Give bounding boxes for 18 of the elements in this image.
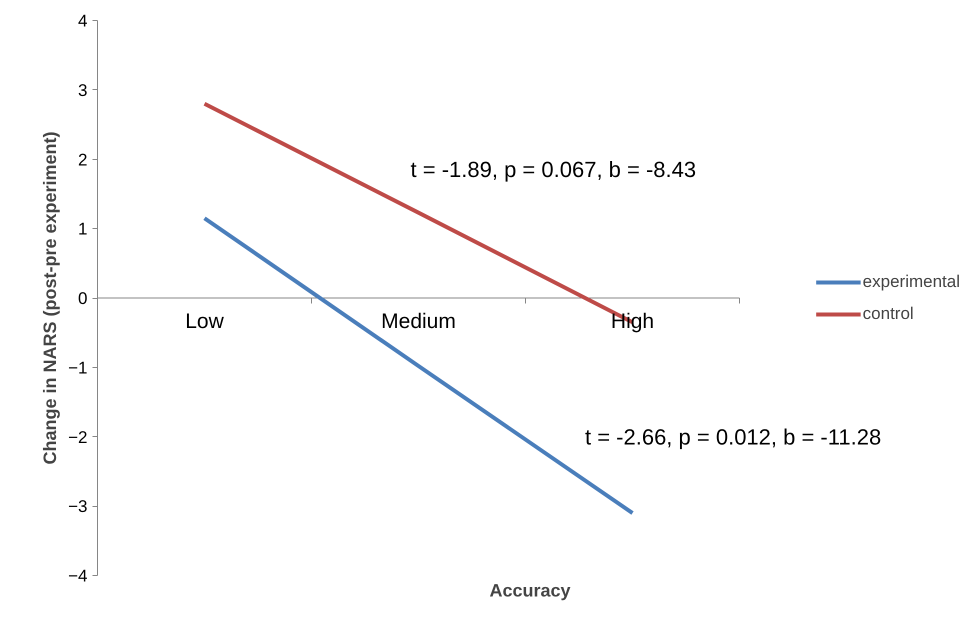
legend-label: experimental bbox=[862, 272, 960, 292]
y-tick-label: −4 bbox=[68, 566, 88, 586]
legend-label: control bbox=[862, 304, 914, 324]
x-tick-label: Low bbox=[185, 310, 225, 333]
y-tick-label: 2 bbox=[78, 150, 88, 170]
y-tick-label: 4 bbox=[78, 12, 88, 30]
x-axis-title: Accuracy bbox=[489, 580, 571, 600]
y-tick-label: −3 bbox=[68, 497, 88, 516]
x-tick-label: Medium bbox=[381, 310, 456, 333]
y-tick-label: 1 bbox=[78, 220, 88, 239]
y-tick-label: 0 bbox=[78, 289, 88, 308]
y-tick-label: 3 bbox=[78, 80, 88, 100]
annotation: t = -1.89, p = 0.067, b = -8.43 bbox=[410, 157, 696, 182]
y-axis-title: Change in NARS (post-pre experiment) bbox=[40, 131, 60, 465]
annotation: t = -2.66, p = 0.012, b = -11.28 bbox=[584, 424, 882, 450]
x-tick-label: High bbox=[610, 310, 654, 333]
y-tick-label: −1 bbox=[68, 358, 88, 378]
y-tick-label: −2 bbox=[68, 428, 88, 447]
